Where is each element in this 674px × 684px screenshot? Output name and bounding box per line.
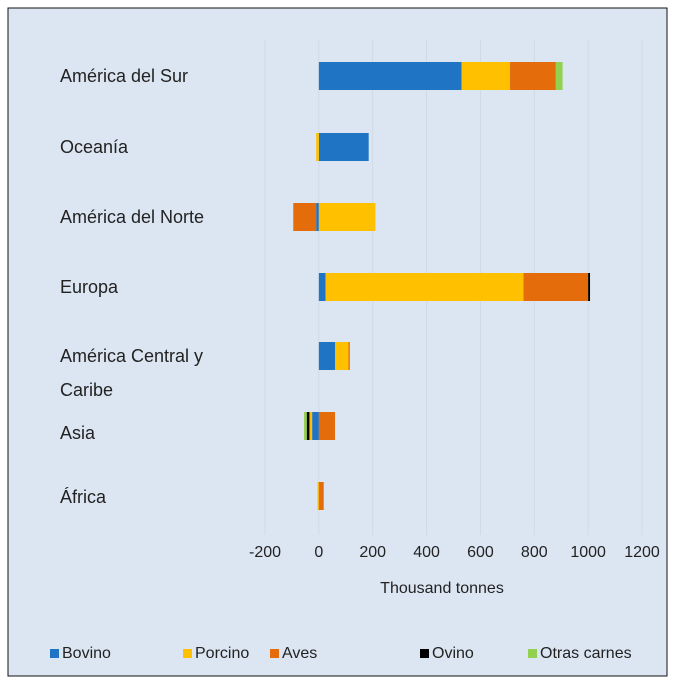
legend-label: Aves	[282, 645, 317, 662]
category-label: Europa	[60, 277, 119, 297]
bar-segment	[555, 62, 563, 90]
x-tick-label: 1200	[624, 544, 660, 561]
bar-segment	[588, 273, 591, 301]
legend-swatch	[50, 649, 59, 658]
bar-segment	[318, 273, 326, 301]
bar-segment	[293, 203, 317, 231]
x-tick-label: 400	[413, 544, 440, 561]
legend-label: Otras carnes	[540, 645, 632, 662]
bar-segment	[318, 62, 462, 90]
x-tick-label: 0	[314, 544, 323, 561]
bar-segment	[348, 342, 350, 370]
category-label: América Central y Caribe	[60, 346, 204, 400]
legend-swatch	[270, 649, 279, 658]
x-tick-label: 600	[467, 544, 494, 561]
category-label: América del Sur	[60, 66, 189, 86]
bar-segment	[461, 62, 511, 90]
legend-swatch	[183, 649, 192, 658]
category-label: África	[60, 487, 107, 507]
bar-segment	[312, 412, 319, 440]
bar-segment	[309, 412, 313, 440]
bar-segment	[318, 203, 376, 231]
bar-segment	[318, 412, 336, 440]
bar-segment	[318, 133, 369, 161]
bar-segment	[304, 412, 307, 440]
bar-segment	[316, 133, 319, 161]
bar-segment	[318, 342, 336, 370]
legend-label: Porcino	[195, 645, 249, 662]
x-tick-label: -200	[249, 544, 281, 561]
bar-segment	[318, 482, 324, 510]
bar-segment	[510, 62, 556, 90]
legend-label: Ovino	[432, 645, 474, 662]
legend-swatch	[420, 649, 429, 658]
x-tick-label: 1000	[570, 544, 606, 561]
bar-segment	[335, 342, 349, 370]
bar-segment	[325, 273, 524, 301]
x-tick-label: 800	[521, 544, 548, 561]
bar-segment	[316, 203, 319, 231]
bar-segment	[523, 273, 589, 301]
legend-label: Bovino	[62, 645, 111, 662]
category-label: América del Norte	[60, 207, 205, 227]
category-label: Oceanía	[60, 137, 129, 157]
x-tick-label: 200	[359, 544, 386, 561]
bar-segment	[306, 412, 310, 440]
bar-segment	[317, 482, 319, 510]
legend-swatch	[528, 649, 537, 658]
x-axis-title: Thousand tonnes	[380, 580, 504, 597]
category-label: Asia	[60, 423, 96, 443]
